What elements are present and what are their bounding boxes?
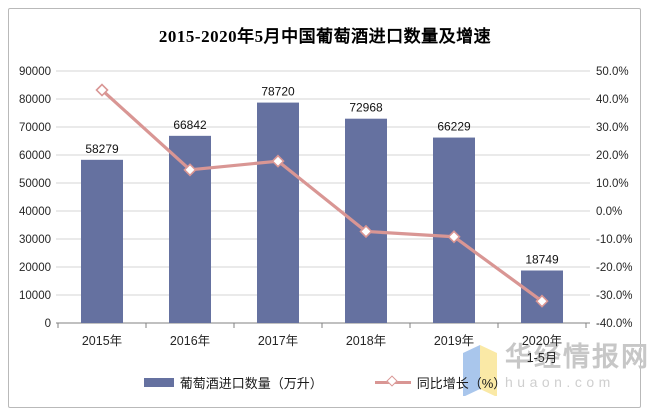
bar-series-label: 葡萄酒进口数量（万升） — [179, 376, 323, 391]
bar-value-label: 78720 — [261, 85, 295, 99]
y-right-tick-label: 10.0% — [596, 178, 629, 190]
x-tick-label: 2017年 — [258, 334, 298, 348]
diamond-marker-icon — [183, 163, 197, 177]
y-left-tick-label: 0 — [45, 318, 51, 330]
x-tick-label: 2016年 — [170, 334, 210, 348]
watermark-title: 华经情报网 — [505, 342, 650, 372]
x-tick-label: 2018年 — [346, 334, 386, 348]
watermark: 华经情报网 huaon.com — [460, 342, 650, 396]
diamond-marker-icon — [386, 375, 398, 387]
y-right-tick-label: 40.0% — [596, 94, 629, 106]
y-right-tick-label: 20.0% — [596, 150, 629, 162]
open-book-icon — [463, 345, 497, 396]
bar-series-swatch — [143, 378, 174, 387]
bar-value-label: 66842 — [173, 118, 207, 132]
line-series-swatch — [374, 375, 411, 387]
y-left-tick-label: 60000 — [19, 150, 51, 162]
x-tick-label: 2020年 — [522, 334, 562, 348]
watermark-domain: huaon.com — [505, 374, 615, 390]
diamond-marker-icon — [535, 294, 549, 308]
bar-2015年 — [81, 159, 123, 323]
y-right-tick-label: 30.0% — [596, 122, 629, 134]
y-right-tick-label: -30.0% — [596, 290, 632, 302]
bar-value-label: 72968 — [349, 101, 383, 115]
y-left-tick-label: 30000 — [19, 234, 51, 246]
x-tick-label: 2015年 — [82, 334, 122, 348]
x-tick-sublabel: 1-5月 — [527, 351, 558, 365]
bar-2017年 — [257, 102, 299, 323]
y-right-tick-label: -20.0% — [596, 262, 632, 274]
y-left-tick-label: 80000 — [19, 94, 51, 106]
x-tick-label: 2019年 — [434, 334, 474, 348]
y-left-tick-label: 40000 — [19, 206, 51, 218]
y-right-tick-label: -40.0% — [596, 318, 632, 330]
y-left-tick-label: 70000 — [19, 122, 51, 134]
bar-value-label: 66229 — [437, 120, 471, 134]
y-left-tick-label: 20000 — [19, 262, 51, 274]
y-left-tick-label: 10000 — [19, 290, 51, 302]
growth-line — [100, 88, 544, 303]
legend-item-bar-series: 葡萄酒进口数量（万升） — [143, 373, 323, 392]
y-right-tick-label: 50.0% — [596, 66, 629, 78]
diamond-marker-icon — [447, 230, 461, 244]
y-left-tick-label: 50000 — [19, 178, 51, 190]
diamond-marker-icon — [95, 83, 109, 97]
line-series-label: 同比增长（%） — [416, 376, 507, 391]
legend-item-line-series: 同比增长（%） — [374, 373, 507, 392]
bar-value-label: 58279 — [85, 142, 119, 156]
diamond-marker-icon — [271, 154, 285, 168]
chart-legend: 葡萄酒进口数量（万升） 同比增长（%） — [0, 373, 650, 392]
chart-title: 2015-2020年5月中国葡萄酒进口数量及增速 — [158, 27, 492, 46]
y-right-tick-label: 0.0% — [596, 206, 622, 218]
y-right-tick-label: -10.0% — [596, 234, 632, 246]
diamond-marker-icon — [359, 224, 373, 239]
bar-value-label: 18749 — [525, 253, 559, 267]
y-left-tick-label: 90000 — [19, 66, 51, 78]
